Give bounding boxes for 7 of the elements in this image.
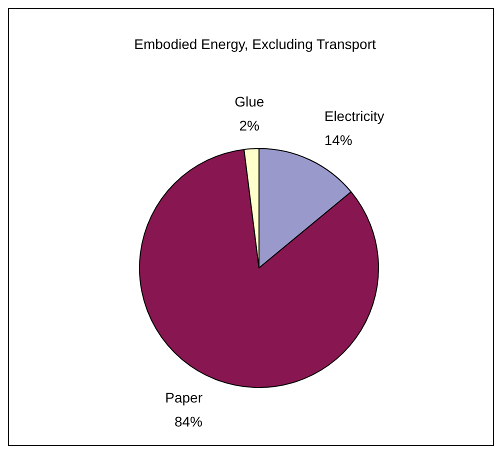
slice-label: Glue [234,94,264,110]
data-label: 14% [324,132,352,148]
slice-label: Paper [165,390,203,406]
data-label: 2% [239,118,260,134]
chart-title: Embodied Energy, Excluding Transport [134,36,376,52]
data-label: 84% [174,414,202,430]
slice-label: Electricity [324,108,384,124]
